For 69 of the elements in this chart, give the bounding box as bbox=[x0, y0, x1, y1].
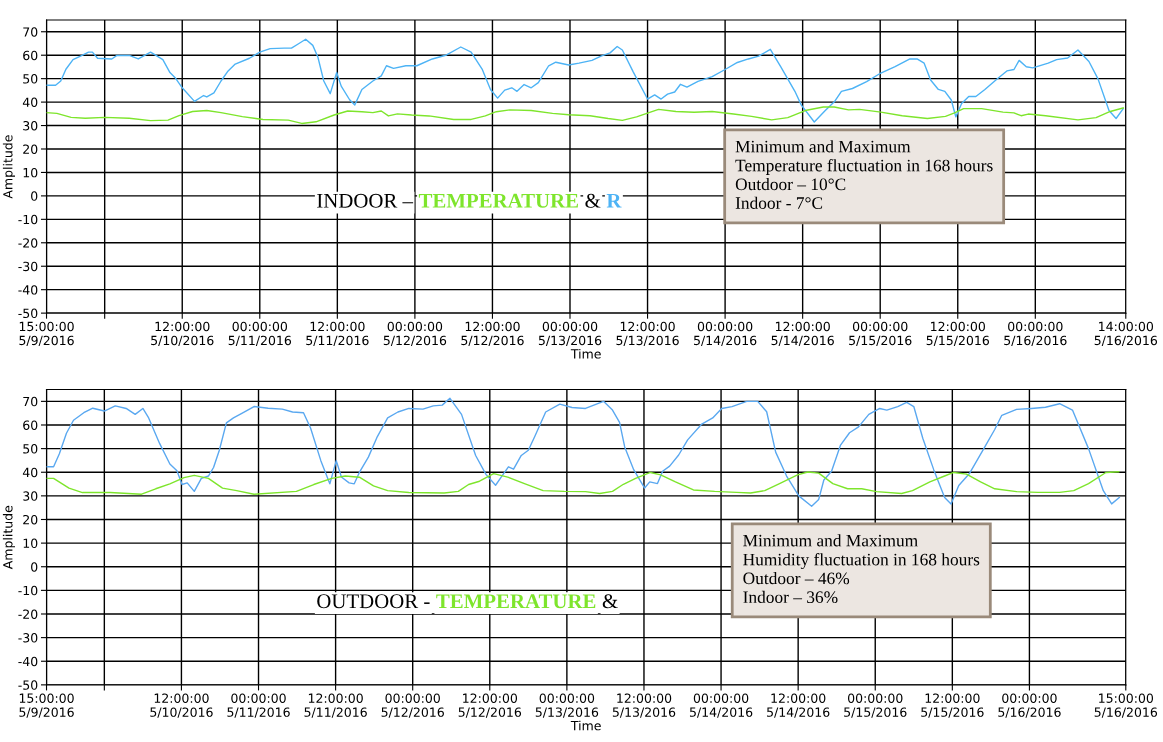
y-axis-title: Amplitude bbox=[2, 505, 15, 570]
y-tick-label: 50 bbox=[23, 444, 38, 454]
x-tick-label: 15:00:00 5/9/2016 bbox=[19, 321, 74, 347]
annotation: INDOOR – bbox=[317, 193, 414, 208]
y-tick-label: 40 bbox=[22, 97, 38, 108]
x-tick-label: 00:00:00 5/14/2016 bbox=[689, 693, 753, 718]
x-tick-label: 00:00:00 5/14/2016 bbox=[694, 321, 757, 347]
x-tick-label: 12:00:00 5/10/2016 bbox=[151, 321, 214, 347]
y-tick-label: 20 bbox=[23, 144, 38, 154]
line-series bbox=[46, 397, 1121, 507]
x-tick-label: 12:00:00 5/11/2016 bbox=[304, 693, 367, 718]
y-tick-label: 30 bbox=[23, 491, 38, 501]
y-tick-label: -40 bbox=[18, 656, 38, 667]
y-tick-label: 60 bbox=[23, 50, 38, 61]
annotation: TEMPERATURE bbox=[436, 594, 596, 609]
y-tick-label: -20 bbox=[18, 238, 38, 248]
x-tick-label: 12:00:00 5/15/2016 bbox=[926, 321, 990, 347]
annotation: & bbox=[585, 193, 601, 208]
y-tick-label: 50 bbox=[23, 74, 38, 84]
y-tick-label: -10 bbox=[18, 214, 38, 225]
x-tick-label: 12:00:00 5/13/2016 bbox=[616, 321, 679, 347]
y-tick-label: -30 bbox=[18, 261, 38, 272]
y-tick-label: 10 bbox=[23, 167, 38, 178]
x-tick-label: 00:00:00 5/13/2016 bbox=[535, 693, 599, 718]
y-axis-title: Amplitude bbox=[2, 135, 15, 199]
x-tick-label: 12:00:00 5/11/2016 bbox=[306, 321, 369, 347]
x-tick-label: 00:00:00 5/15/2016 bbox=[849, 321, 912, 347]
y-tick-label: -50 bbox=[18, 308, 38, 319]
annotation: TEMPERATURE bbox=[418, 193, 578, 208]
annotation: Minimum and Maximum Humidity fluctuation in 168 hours Outdoor – 46% Indoor – 36% bbox=[743, 534, 980, 604]
annotation: & bbox=[602, 594, 618, 609]
line-series bbox=[46, 471, 1120, 495]
x-axis-title: Time bbox=[570, 720, 601, 731]
y-tick-label: 10 bbox=[23, 538, 38, 549]
annotation: Minimum and Maximum Temperature fluctuation in 168 hours Outdoor – 10°C Indoor - 7°C bbox=[735, 140, 993, 209]
y-tick-label: -50 bbox=[18, 680, 38, 690]
y-tick-label: -20 bbox=[18, 609, 38, 619]
x-tick-label: 12:00:00 5/14/2016 bbox=[767, 693, 830, 718]
x-tick-label: 00:00:00 5/12/2016 bbox=[383, 321, 447, 347]
x-tick-label: 12:00:00 5/12/2016 bbox=[458, 693, 522, 718]
x-tick-label: 15:00:00 5/16/2016 bbox=[1094, 693, 1158, 718]
annotation: R bbox=[606, 193, 622, 208]
x-tick-label: 00:00:00 5/13/2016 bbox=[538, 321, 602, 347]
y-tick-label: 20 bbox=[23, 514, 38, 525]
x-tick-label: 00:00:00 5/12/2016 bbox=[381, 693, 444, 718]
x-tick-label: 15:00:00 5/9/2016 bbox=[19, 693, 74, 718]
y-tick-label: 70 bbox=[23, 396, 38, 407]
y-tick-label: 70 bbox=[23, 27, 38, 37]
y-tick-label: -10 bbox=[18, 585, 38, 596]
x-tick-label: 12:00:00 5/14/2016 bbox=[771, 321, 834, 347]
x-tick-label: 00:00:00 5/16/2016 bbox=[1004, 321, 1067, 347]
x-tick-label: 00:00:00 5/11/2016 bbox=[227, 693, 290, 718]
x-axis-title: Time bbox=[570, 348, 601, 359]
y-tick-label: 0 bbox=[31, 191, 38, 201]
y-tick-label: 40 bbox=[22, 467, 38, 478]
y-tick-label: 30 bbox=[23, 121, 38, 131]
y-tick-label: -40 bbox=[18, 285, 38, 295]
x-tick-label: 12:00:00 5/10/2016 bbox=[150, 693, 213, 718]
x-tick-label: 12:00:00 5/12/2016 bbox=[461, 321, 524, 347]
x-tick-label: 14:00:00 5/16/2016 bbox=[1094, 321, 1158, 347]
x-tick-label: 12:00:00 5/15/2016 bbox=[921, 693, 984, 718]
x-tick-label: 00:00:00 5/11/2016 bbox=[228, 321, 292, 347]
y-tick-label: 60 bbox=[23, 420, 38, 430]
y-tick-label: 0 bbox=[31, 562, 38, 572]
x-tick-label: 00:00:00 5/16/2016 bbox=[998, 693, 1061, 718]
x-tick-label: 12:00:00 5/13/2016 bbox=[612, 693, 676, 718]
annotation: OUTDOOR - bbox=[317, 594, 430, 609]
y-tick-label: -30 bbox=[18, 633, 38, 643]
x-tick-label: 00:00:00 5/15/2016 bbox=[844, 693, 907, 718]
